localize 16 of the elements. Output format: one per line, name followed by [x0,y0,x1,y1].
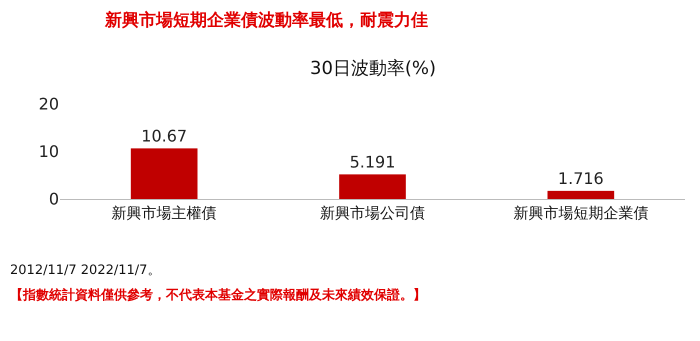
text: 【指數統計資料僅供參考，不代表本基金之實際報酬及未來績效保證。】 [10,287,426,303]
bar [548,190,614,199]
chart-subtitle: 30日波動率(%) [310,58,436,79]
data-label: 1.716 [558,168,604,188]
x-tick-label: 新興市場主權債 [112,204,217,222]
x-tick-label: 新興市場短期企業債 [513,204,648,222]
data-label: 5.191 [350,152,396,172]
data-label: 10.67 [141,126,188,146]
bar [130,148,198,199]
chart-title: 新興市場短期企業債波動率最低，耐震力佳 [104,10,428,31]
text: 2012/11/7 2022/11/7。 [10,263,160,278]
x-tick-label: 新興市場公司債 [320,204,425,222]
y-tick-label: 10 [38,142,59,162]
bar [339,174,406,199]
y-tick-label: 20 [38,94,59,114]
y-tick-label: 0 [48,190,59,209]
